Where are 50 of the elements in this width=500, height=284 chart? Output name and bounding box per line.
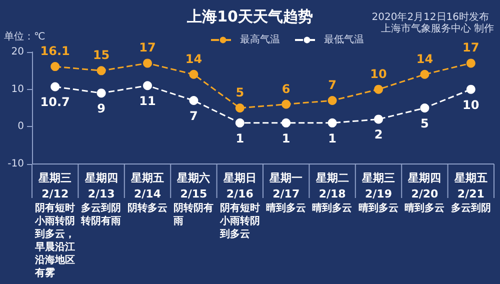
data-label: 2 [374, 128, 383, 142]
data-label: 1 [282, 131, 290, 146]
text: 阴转阴有雨 [172, 202, 214, 227]
data-label: 5 [420, 116, 429, 130]
data-label: 10.7 [40, 95, 70, 110]
data-label: 15 [92, 48, 110, 62]
x-tick-label: 星期一 2/17 [268, 172, 303, 200]
x-tick-label: 星期五 2/14 [130, 172, 164, 200]
x-tick-label: 星期日 2/16 [222, 172, 256, 200]
legend-label: 最高气温 [240, 34, 280, 46]
text: 上海市气象服务中心 制作 [380, 22, 494, 34]
y-tick-label: 20 [11, 46, 24, 58]
data-label: 16.1 [40, 44, 70, 58]
x-tick-label: 星期五 2/21 [453, 172, 488, 200]
data-label: 9 [97, 102, 106, 116]
text: 晴到多云 [404, 202, 445, 214]
text: 晴到多云 [312, 202, 352, 214]
data-label: 1 [328, 131, 336, 146]
data-label: 6 [282, 82, 290, 96]
y-tick-label: -10 [8, 158, 24, 170]
chart-subtitle: 2020年2月12日16时发布 [372, 11, 490, 23]
data-label: 14 [416, 52, 434, 66]
data-label: 7 [328, 78, 336, 92]
chart-title: 上海10天天气趋势 [186, 8, 313, 26]
y-axis-title: 单位：℃ [4, 30, 46, 42]
data-label: 5 [236, 86, 244, 100]
data-label: 10 [370, 66, 387, 81]
x-tick-label: 星期四 2/13 [84, 172, 118, 200]
data-label: 14 [185, 52, 202, 66]
data-label: 11 [139, 94, 156, 108]
legend-label: 最低气温 [324, 34, 364, 46]
text: 阴有短时小雨转阴到多云 [218, 202, 260, 240]
text: 多云到阴 [450, 202, 491, 214]
text: 阴有短时小雨转阴到多云，早晨沿江沿海地区有雾 [34, 202, 75, 279]
data-label: 10 [462, 98, 480, 112]
x-tick-label: 星期四 2/20 [407, 172, 442, 200]
data-label: 17 [139, 40, 156, 55]
x-tick-label: 星期六 2/15 [176, 172, 210, 200]
text: 阴转多云 [127, 202, 168, 214]
text: 晴到多云 [358, 202, 398, 214]
data-label: 17 [462, 40, 480, 55]
data-label: 1 [236, 131, 244, 146]
text: 多云到阴转阴有雨 [80, 202, 122, 227]
y-tick-label: 0 [18, 121, 24, 132]
data-label: 7 [190, 109, 198, 124]
x-tick-label: 星期二 2/18 [314, 172, 349, 200]
text: 晴到多云 [266, 202, 306, 214]
x-tick-label: 星期三 2/12 [38, 172, 72, 200]
y-tick-label: 10 [11, 84, 24, 95]
x-tick-label: 星期三 2/19 [361, 172, 395, 200]
